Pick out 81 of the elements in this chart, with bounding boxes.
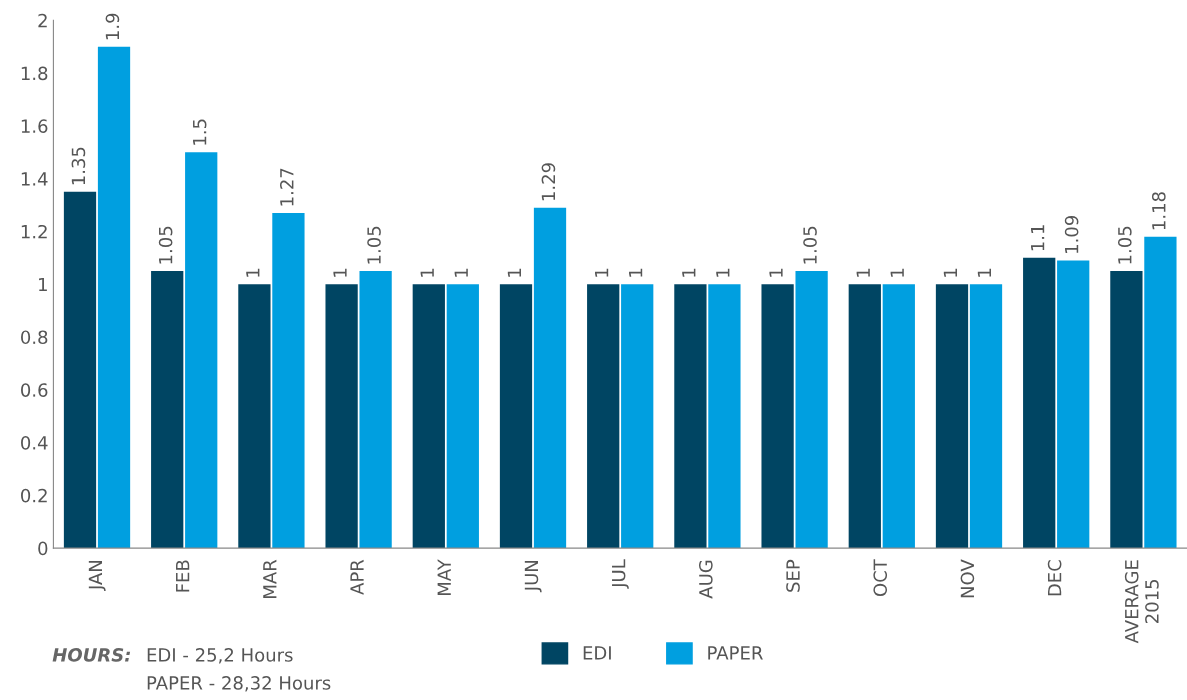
data-label: 1.5 [193, 119, 207, 145]
bar [1023, 257, 1056, 549]
bar [708, 284, 741, 549]
x-tick-label: JUL [612, 559, 629, 589]
data-label: 1 [716, 268, 730, 277]
bar [151, 271, 184, 549]
data-label: 1 [977, 268, 991, 277]
data-label: 1 [769, 268, 783, 277]
bar [97, 46, 131, 549]
data-label: 1 [629, 268, 643, 277]
x-tick-label: AUG [698, 560, 713, 599]
bar [621, 284, 654, 549]
data-label: 1.9 [105, 13, 120, 40]
y-tick-label: 0 [38, 541, 48, 556]
x-tick-label: JAN [88, 560, 106, 592]
data-label: 1.27 [280, 168, 294, 206]
bar [1110, 271, 1143, 549]
bar [1144, 236, 1177, 549]
x-tick-label: SEP [786, 559, 800, 592]
bar [969, 284, 1003, 549]
y-tick-label: 1 [39, 277, 47, 292]
data-label: 1 [682, 268, 696, 277]
bar [359, 271, 392, 549]
x-tick-label: AVERAGE 2015 [1124, 560, 1159, 644]
data-label: 1 [507, 268, 521, 277]
y-tick-label: 1.4 [21, 172, 48, 186]
y-tick-label: 0.4 [21, 436, 48, 450]
x-tick-label: MAR [263, 559, 277, 598]
x-tick-label: JUN [524, 560, 542, 593]
y-tick-label: 2 [38, 13, 47, 28]
data-label: 1.1 [1031, 225, 1045, 251]
bar [238, 284, 271, 549]
data-label: 1.05 [158, 226, 173, 264]
data-label: 1 [890, 268, 904, 277]
legend-label: PAPER [708, 646, 763, 660]
bar [412, 284, 445, 549]
x-tick-label: OCT [873, 559, 888, 597]
y-tick-label: 1.2 [21, 224, 47, 239]
bar [325, 284, 358, 549]
data-label: 1 [333, 268, 347, 277]
x-tick-label: MAY [437, 559, 451, 595]
y-tick-label: 0.2 [21, 488, 47, 503]
data-label: 1 [420, 268, 434, 277]
bar [533, 207, 567, 549]
data-label: 1 [246, 268, 260, 277]
x-tick-label: APR [350, 559, 364, 595]
x-tick-label: DEC [1047, 560, 1062, 596]
y-tick-label: 0.6 [21, 383, 48, 397]
legend-label: EDI [583, 646, 611, 660]
bar [674, 284, 707, 549]
bar [272, 212, 305, 549]
data-label: 1 [454, 268, 468, 277]
text: EDI - 25,2 Hours [147, 648, 293, 664]
data-label: 1 [856, 268, 870, 277]
bar [761, 284, 794, 549]
bar [499, 284, 533, 549]
data-label: 1 [595, 268, 609, 277]
bar [446, 284, 479, 549]
bar [848, 284, 881, 549]
x-tick-label: NOV [960, 559, 975, 598]
data-label: 1.05 [1117, 226, 1132, 264]
x-tick-label: FEB [176, 560, 190, 592]
bar [587, 284, 620, 549]
data-label: 1.18 [1151, 192, 1166, 230]
bar [882, 284, 915, 549]
bar [63, 191, 97, 549]
data-label: 1.35 [71, 147, 86, 185]
bar [795, 271, 828, 549]
data-label: 1.05 [367, 226, 381, 264]
data-label: 1.09 [1064, 215, 1079, 253]
bar [185, 152, 218, 549]
data-label: 1.05 [803, 226, 817, 264]
y-tick-label: 1.6 [21, 119, 48, 133]
data-label: 1.29 [541, 163, 556, 201]
data-label: 1 [943, 268, 957, 277]
bar [1057, 260, 1090, 549]
y-tick-label: 1.8 [21, 66, 48, 81]
text: PAPER - 28,32 Hours [147, 676, 331, 692]
text: HOURS: [52, 648, 131, 662]
y-tick-label: 0.8 [21, 330, 48, 345]
bar [935, 284, 969, 549]
